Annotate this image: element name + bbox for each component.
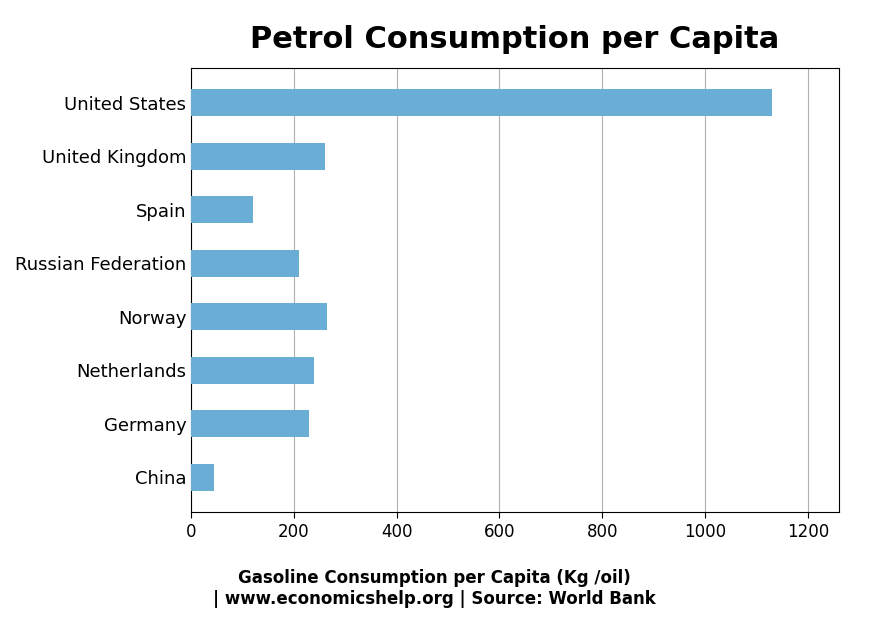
Bar bbox=[191, 250, 299, 276]
Text: Gasoline Consumption per Capita (Kg /oil)
| www.economicshelp.org | Source: Worl: Gasoline Consumption per Capita (Kg /oil… bbox=[213, 569, 656, 608]
Bar bbox=[191, 196, 253, 223]
Bar bbox=[191, 89, 772, 116]
Bar bbox=[191, 357, 315, 384]
Bar bbox=[191, 143, 325, 170]
Title: Petrol Consumption per Capita: Petrol Consumption per Capita bbox=[250, 25, 779, 54]
Bar bbox=[191, 410, 309, 437]
Bar bbox=[191, 304, 328, 330]
Bar bbox=[191, 464, 215, 491]
